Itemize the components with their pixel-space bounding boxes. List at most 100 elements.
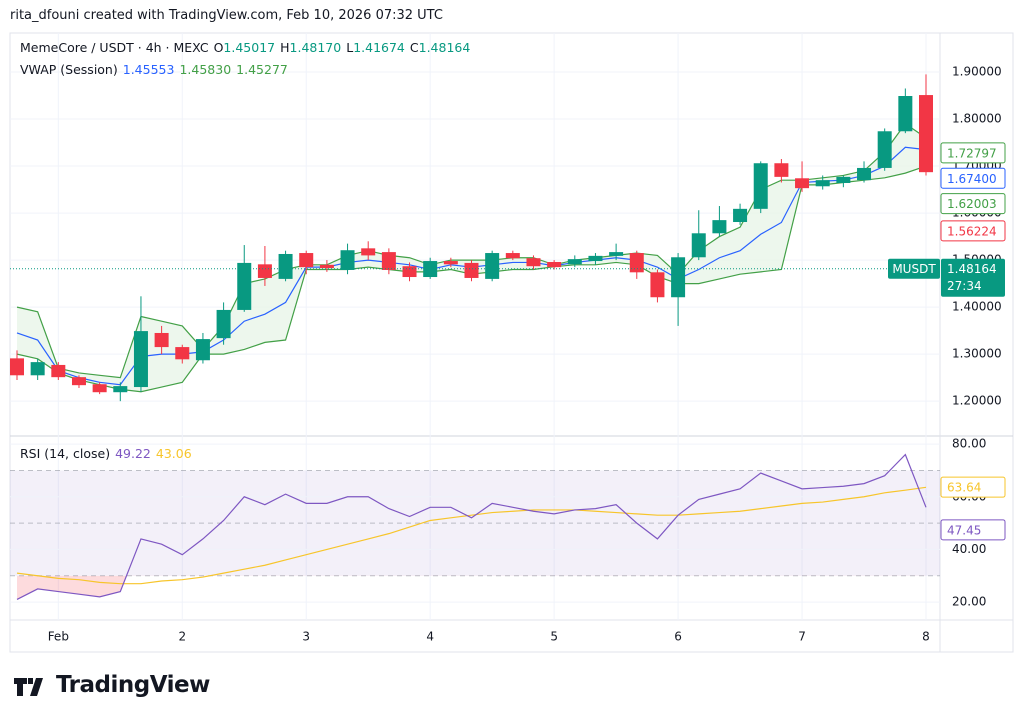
ohlc-name: L [346,40,354,55]
ohlc-name: O [213,40,224,55]
rsi-legend: RSI (14, close) 49.22 43.06 [20,446,197,461]
candle-body [361,248,376,256]
candle-body [609,252,624,256]
x-tick-label: Feb [48,630,69,644]
ohlc-value: 1.45017 [223,40,276,55]
candle-body [10,358,24,376]
candle-body [877,131,892,168]
x-tick-label: 5 [550,630,558,644]
y-tick-label: 1.30000 [952,347,1002,361]
candle-body [402,266,417,278]
countdown-label: 27:34 [947,279,982,293]
candle-body [815,180,830,187]
x-tick-label: 7 [798,630,806,644]
x-tick-label: 8 [922,630,930,644]
price-tag-box [940,193,1006,215]
vwap-band-fill [17,123,926,392]
candle-body [795,178,810,189]
y-tick-label: 1.90000 [952,65,1002,79]
frame [9,32,1014,653]
candle-body [774,163,789,177]
candle-body [299,253,314,268]
candle-body [671,257,686,298]
price-tag-label: 47.45 [947,523,981,537]
candle-body [278,253,293,279]
overlay-name: VWAP (Session) [20,62,118,77]
y-tick-label: 40.00 [952,542,986,556]
candle-body [71,377,86,386]
price-tag-label: 1.67400 [947,172,997,186]
symbol-box [888,258,940,279]
header: rita_dfouni created with TradingView.com… [10,8,443,23]
last-price-tag: MUSDT 1.48164 27:34 [888,258,1005,297]
ohlc-name: C [409,40,419,55]
price-tag: 63.64 [940,476,1006,498]
x-tick-label: 4 [426,630,434,644]
symbol-label: MUSDT [892,262,936,276]
candle-body [898,96,913,132]
brand: TradingView [56,672,210,698]
ohlc-value: 1.41674 [353,40,405,55]
candle-body [629,253,644,273]
y-tick-label: 80.00 [952,437,986,451]
candle-body [588,255,603,262]
candle-body [133,331,148,388]
price-tag-box [940,142,1006,164]
y-tick-label: 20.00 [952,595,986,609]
candle-body [113,386,128,393]
price-legend: MemeCore / USDT · 4h · MEXC O1.45017 H1.48… [20,40,475,55]
candle-body [257,264,272,278]
candle-body [92,384,107,393]
ohlc-value: 1.48164 [418,40,471,55]
candle-body [464,262,479,278]
price-tag: 1.67400 [940,167,1006,189]
price-tag-label: 63.64 [947,481,981,495]
oversold-fill [17,575,926,600]
last-price-label: 1.48164 [947,262,997,276]
vwap-legend: VWAP (Session) 1.45553 1.45830 1.45277 [20,62,293,77]
price-tag-box [940,220,1006,242]
candle-body [691,233,706,258]
price-tag-label: 1.72797 [947,146,997,160]
candle-body [485,253,500,279]
candle-body [712,220,727,234]
candle-body [857,167,872,181]
candle-body [154,332,169,348]
legend-title: RSI (14, close) [20,446,111,461]
candle-body [319,264,334,269]
price-tag: 1.56224 [940,220,1006,242]
y-tick-label: 1.40000 [952,300,1002,314]
price-tag: 1.62003 [940,193,1006,215]
price-tag-box [940,167,1006,189]
price-tag: 47.45 [940,519,1006,541]
rsi-line [16,453,927,600]
overlay-value: 1.45553 [122,62,175,77]
price-tag-box [940,519,1006,541]
y-tick-label: 1.80000 [952,112,1002,126]
logo-icon [14,678,43,696]
ohlc-name: H [280,40,290,55]
candle-body [836,176,851,183]
candle-body [443,261,458,265]
candle-body [237,262,252,310]
legend-value: 43.06 [155,446,192,461]
candle-body [381,252,396,270]
candle-body [340,250,355,270]
last-price-box [941,258,1005,297]
price-tag-label: 1.62003 [947,197,997,211]
candle-body [733,208,748,223]
price-tag-box [940,476,1006,498]
candle-body [526,258,541,267]
y-tick-label: 1.20000 [952,394,1002,408]
x-tick-label: 2 [178,630,186,644]
price-tag-label: 1.56224 [947,224,997,238]
x-tick-label: 3 [302,630,310,644]
legend-value: 49.22 [115,446,151,461]
overlay-value: 1.45830 [179,62,232,77]
ohlc-value: 1.48170 [289,40,342,55]
candle-body [919,95,933,173]
candle-body [753,163,768,209]
legend-title: MemeCore / USDT · 4h · MEXC [20,40,209,55]
